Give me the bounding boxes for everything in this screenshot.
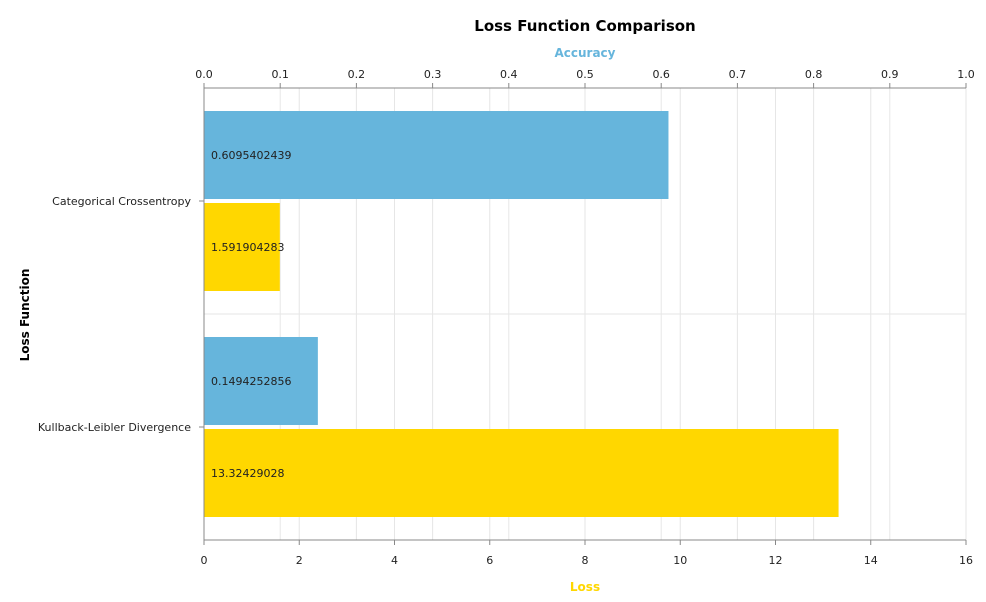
top-tick-label: 0.9 — [881, 68, 899, 81]
bar-loss-0 — [204, 203, 280, 291]
bar-accuracy-0 — [204, 111, 669, 199]
top-tick-label: 0.7 — [729, 68, 747, 81]
bottom-tick-label: 12 — [769, 554, 783, 567]
y-axis-title: Loss Function — [18, 269, 32, 362]
top-tick-label: 0.5 — [576, 68, 594, 81]
bottom-tick-label: 8 — [582, 554, 589, 567]
bottom-tick-label: 4 — [391, 554, 398, 567]
data-label-accuracy-0: 0.6095402439 — [211, 149, 291, 162]
chart-title: Loss Function Comparison — [474, 17, 695, 35]
top-tick-label: 0.0 — [195, 68, 213, 81]
top-tick-label: 1.0 — [957, 68, 975, 81]
data-label-loss-1: 13.32429028 — [211, 467, 284, 480]
bottom-tick-label: 6 — [486, 554, 493, 567]
bottom-tick-label: 10 — [673, 554, 687, 567]
bars: 0.6095402439 1.591904283 0.1494252856 13.32… — [204, 111, 839, 517]
top-tick-label: 0.3 — [424, 68, 442, 81]
axes: Categorical Crossentropy Kullback-Leibler… — [38, 68, 975, 567]
top-tick-label: 0.4 — [500, 68, 518, 81]
bar-accuracy-1 — [204, 337, 318, 425]
bottom-tick-label: 0 — [201, 554, 208, 567]
top-tick-label: 0.6 — [652, 68, 670, 81]
category-label: Kullback-Leibler Divergence — [38, 421, 191, 434]
top-axis-title: Accuracy — [554, 46, 615, 60]
category-label: Categorical Crossentropy — [52, 195, 191, 208]
top-tick-label: 0.2 — [348, 68, 366, 81]
bottom-tick-label: 16 — [959, 554, 973, 567]
bottom-axis-title: Loss — [570, 580, 600, 594]
top-tick-label: 0.1 — [271, 68, 289, 81]
bar-loss-1 — [204, 429, 839, 517]
bottom-tick-label: 2 — [296, 554, 303, 567]
bottom-tick-label: 14 — [864, 554, 878, 567]
data-label-loss-0: 1.591904283 — [211, 241, 284, 254]
data-label-accuracy-1: 0.1494252856 — [211, 375, 291, 388]
top-tick-label: 0.8 — [805, 68, 823, 81]
